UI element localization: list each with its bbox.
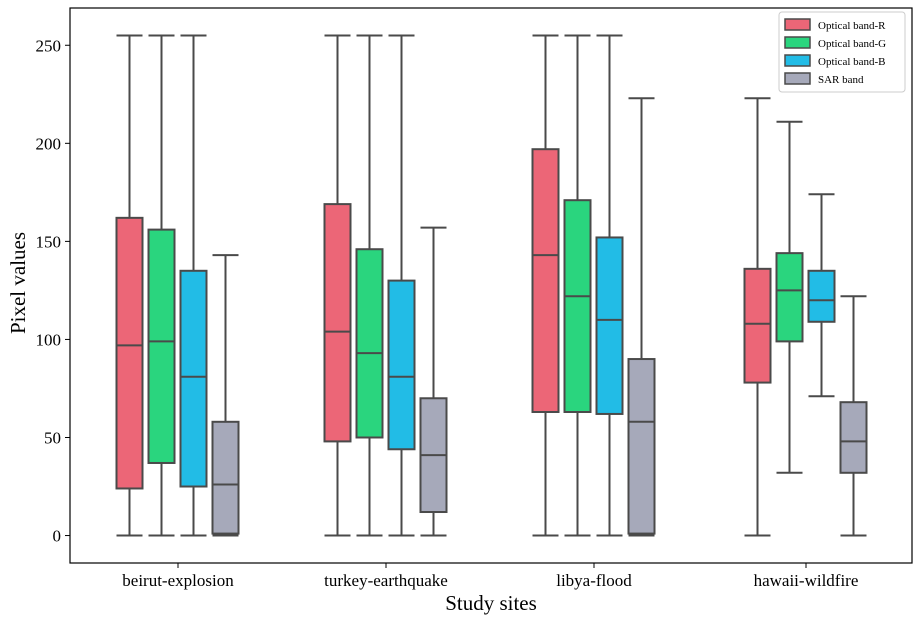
legend-item: Optical band-B bbox=[784, 54, 886, 68]
legend-item: Optical band-G bbox=[784, 36, 886, 50]
plot-frame bbox=[69, 7, 913, 564]
legend-swatch bbox=[784, 72, 811, 85]
iqr-box bbox=[211, 420, 240, 535]
box-turkey-earthquake-optical-band-b bbox=[387, 34, 416, 537]
x-axis: beirut-explosion turkey-earthquake libya-f… bbox=[122, 563, 858, 590]
box-beirut-explosion-optical-band-r bbox=[115, 34, 144, 537]
box-turkey-earthquake-sar-band bbox=[419, 226, 448, 537]
box-hawaii-wildfire-sar-band bbox=[839, 295, 868, 537]
iqr-box bbox=[627, 358, 656, 535]
iqr-box bbox=[387, 279, 416, 451]
legend-label: Optical band-B bbox=[818, 56, 886, 68]
x-tick-label: hawaii-wildfire bbox=[754, 571, 859, 590]
y-axis: 0 50 100 150 200 250 bbox=[36, 36, 70, 546]
legend-box bbox=[778, 11, 906, 93]
iqr-box bbox=[839, 401, 868, 474]
x-tick-label: libya-flood bbox=[556, 571, 632, 590]
legend-label: SAR band bbox=[818, 74, 864, 86]
legend-item: Optical band-R bbox=[784, 18, 886, 32]
box-libya-flood-optical-band-g bbox=[563, 34, 592, 537]
iqr-box bbox=[563, 199, 592, 413]
legend-swatch bbox=[784, 54, 811, 67]
iqr-box bbox=[115, 216, 144, 490]
legend-item: SAR band bbox=[784, 72, 864, 86]
legend: Optical band-R Optical band-G Optical band… bbox=[778, 11, 906, 93]
iqr-box bbox=[179, 269, 208, 488]
box-libya-flood-sar-band bbox=[627, 97, 656, 537]
box-beirut-explosion-optical-band-g bbox=[147, 34, 176, 537]
box-beirut-explosion-optical-band-b bbox=[179, 34, 208, 537]
y-tick-label: 250 bbox=[36, 36, 62, 55]
legend-swatch bbox=[784, 18, 811, 31]
box-turkey-earthquake-optical-band-r bbox=[323, 34, 352, 537]
y-axis-title: Pixel values bbox=[6, 232, 30, 334]
y-tick-label: 0 bbox=[53, 527, 62, 546]
y-tick-label: 150 bbox=[36, 232, 62, 251]
box-beirut-explosion-sar-band bbox=[211, 254, 240, 537]
iqr-box bbox=[147, 228, 176, 464]
iqr-box bbox=[743, 267, 772, 384]
iqr-box bbox=[355, 248, 384, 439]
iqr-box bbox=[595, 236, 624, 415]
legend-label: Optical band-G bbox=[818, 38, 886, 50]
box-turkey-earthquake-optical-band-g bbox=[355, 34, 384, 537]
box-groups bbox=[115, 34, 868, 537]
box-hawaii-wildfire-optical-band-b bbox=[807, 193, 836, 398]
x-axis-title: Study sites bbox=[445, 591, 537, 615]
iqr-box bbox=[531, 148, 560, 413]
y-tick-label: 100 bbox=[36, 330, 62, 349]
iqr-box bbox=[775, 252, 804, 343]
y-tick-label: 50 bbox=[44, 428, 61, 447]
x-tick-label: beirut-explosion bbox=[122, 571, 234, 590]
iqr-box bbox=[807, 269, 836, 323]
x-tick-label: turkey-earthquake bbox=[324, 571, 448, 590]
y-tick-label: 200 bbox=[36, 134, 62, 153]
box-hawaii-wildfire-optical-band-g bbox=[775, 120, 804, 474]
legend-swatch bbox=[784, 36, 811, 49]
box-libya-flood-optical-band-b bbox=[595, 34, 624, 537]
legend-label: Optical band-R bbox=[818, 20, 886, 32]
box-hawaii-wildfire-optical-band-r bbox=[743, 97, 772, 537]
iqr-box bbox=[323, 203, 352, 443]
plot-area bbox=[69, 7, 913, 564]
box-libya-flood-optical-band-r bbox=[531, 34, 560, 537]
